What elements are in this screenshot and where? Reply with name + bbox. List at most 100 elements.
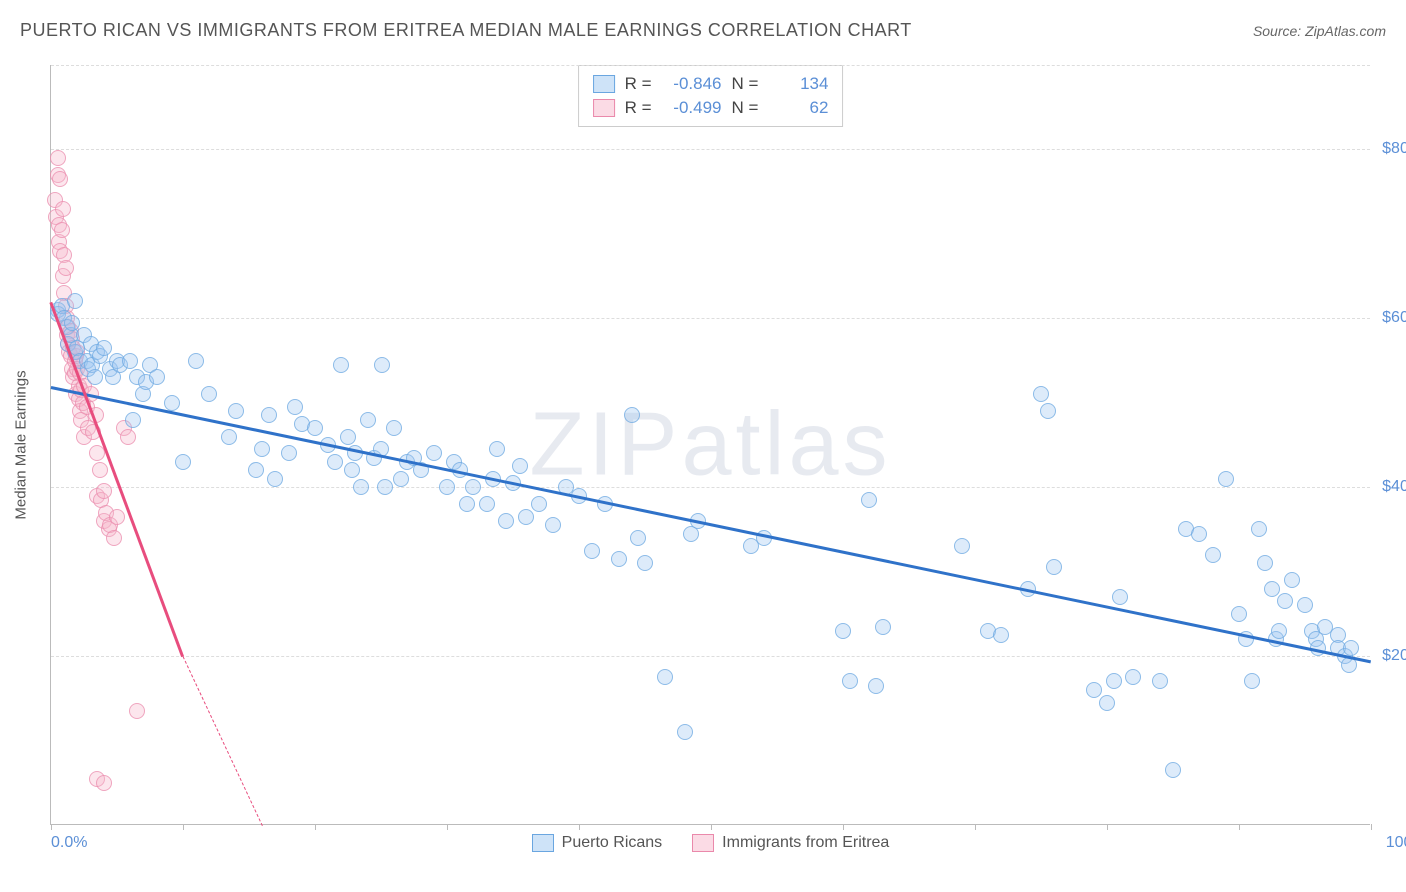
scatter-point-a bbox=[489, 441, 505, 457]
grid-line bbox=[51, 318, 1370, 319]
scatter-point-a bbox=[498, 513, 514, 529]
scatter-point-a bbox=[1152, 673, 1168, 689]
scatter-point-a bbox=[954, 538, 970, 554]
scatter-point-a bbox=[545, 517, 561, 533]
scatter-point-b bbox=[54, 222, 70, 238]
scatter-point-a bbox=[1343, 640, 1359, 656]
source-prefix: Source: bbox=[1253, 23, 1305, 39]
scatter-point-a bbox=[307, 420, 323, 436]
legend-item-b: Immigrants from Eritrea bbox=[692, 834, 889, 852]
scatter-point-a bbox=[164, 395, 180, 411]
swatch-series-b bbox=[593, 99, 615, 117]
scatter-point-a bbox=[228, 403, 244, 419]
swatch-series-a bbox=[532, 834, 554, 852]
scatter-point-a bbox=[835, 623, 851, 639]
chart-title: PUERTO RICAN VS IMMIGRANTS FROM ERITREA … bbox=[20, 20, 912, 41]
scatter-point-a bbox=[518, 509, 534, 525]
scatter-point-a bbox=[254, 441, 270, 457]
grid-line bbox=[51, 65, 1370, 66]
x-tick bbox=[975, 824, 976, 830]
x-tick bbox=[1107, 824, 1108, 830]
x-axis-max-label: 100.0% bbox=[1386, 834, 1406, 852]
scatter-point-a bbox=[426, 445, 442, 461]
scatter-point-a bbox=[1191, 526, 1207, 542]
scatter-point-a bbox=[611, 551, 627, 567]
scatter-point-a bbox=[465, 479, 481, 495]
y-tick-label: $20,000 bbox=[1382, 647, 1406, 665]
scatter-point-a bbox=[1125, 669, 1141, 685]
grid-line bbox=[51, 656, 1370, 657]
scatter-point-b bbox=[129, 703, 145, 719]
scatter-point-b bbox=[106, 530, 122, 546]
scatter-point-a bbox=[1277, 593, 1293, 609]
scatter-point-a bbox=[1244, 673, 1260, 689]
scatter-point-a bbox=[281, 445, 297, 461]
trend-line bbox=[51, 386, 1371, 663]
stats-row-series-a: R = -0.846 N = 134 bbox=[593, 72, 829, 96]
scatter-point-a bbox=[531, 496, 547, 512]
swatch-series-a bbox=[593, 75, 615, 93]
scatter-point-a bbox=[584, 543, 600, 559]
x-tick bbox=[51, 824, 52, 830]
scatter-point-a bbox=[333, 357, 349, 373]
n-value-a: 134 bbox=[768, 74, 828, 94]
plot-area: Median Male Earnings ZIPatlas R = -0.846… bbox=[50, 65, 1370, 825]
scatter-point-a bbox=[386, 420, 402, 436]
scatter-point-b bbox=[92, 462, 108, 478]
scatter-point-a bbox=[340, 429, 356, 445]
chart-source: Source: ZipAtlas.com bbox=[1253, 23, 1386, 39]
scatter-point-a bbox=[1271, 623, 1287, 639]
scatter-point-a bbox=[1040, 403, 1056, 419]
scatter-point-a bbox=[1218, 471, 1234, 487]
scatter-point-a bbox=[1205, 547, 1221, 563]
watermark: ZIPatlas bbox=[529, 393, 891, 496]
x-tick bbox=[447, 824, 448, 830]
scatter-point-a bbox=[1264, 581, 1280, 597]
n-label: N = bbox=[732, 98, 759, 118]
scatter-point-a bbox=[1297, 597, 1313, 613]
scatter-point-a bbox=[360, 412, 376, 428]
scatter-point-a bbox=[993, 627, 1009, 643]
r-label: R = bbox=[625, 74, 652, 94]
r-label: R = bbox=[625, 98, 652, 118]
scatter-point-a bbox=[677, 724, 693, 740]
y-tick-label: $40,000 bbox=[1382, 478, 1406, 496]
scatter-point-b bbox=[52, 171, 68, 187]
scatter-point-b bbox=[96, 483, 112, 499]
scatter-point-a bbox=[1112, 589, 1128, 605]
legend-label-b: Immigrants from Eritrea bbox=[722, 834, 889, 852]
scatter-point-b bbox=[89, 445, 105, 461]
scatter-point-a bbox=[188, 353, 204, 369]
chart-header: PUERTO RICAN VS IMMIGRANTS FROM ERITREA … bbox=[20, 20, 1386, 41]
scatter-point-a bbox=[1106, 673, 1122, 689]
legend-item-a: Puerto Ricans bbox=[532, 834, 663, 852]
scatter-point-a bbox=[861, 492, 877, 508]
scatter-point-a bbox=[87, 369, 103, 385]
x-tick bbox=[1239, 824, 1240, 830]
scatter-point-b bbox=[120, 429, 136, 445]
scatter-point-a bbox=[248, 462, 264, 478]
scatter-point-a bbox=[353, 479, 369, 495]
source-name: ZipAtlas.com bbox=[1305, 23, 1386, 39]
scatter-point-b bbox=[55, 201, 71, 217]
r-value-b: -0.499 bbox=[662, 98, 722, 118]
scatter-point-a bbox=[1086, 682, 1102, 698]
scatter-point-a bbox=[1165, 762, 1181, 778]
trend-line bbox=[183, 656, 263, 825]
grid-line bbox=[51, 149, 1370, 150]
scatter-point-b bbox=[96, 775, 112, 791]
scatter-point-a bbox=[459, 496, 475, 512]
y-axis-label: Median Male Earnings bbox=[13, 370, 30, 519]
scatter-point-a bbox=[261, 407, 277, 423]
scatter-point-a bbox=[393, 471, 409, 487]
scatter-point-a bbox=[149, 369, 165, 385]
scatter-point-a bbox=[64, 315, 80, 331]
scatter-point-a bbox=[175, 454, 191, 470]
x-tick bbox=[579, 824, 580, 830]
scatter-point-a bbox=[344, 462, 360, 478]
scatter-point-a bbox=[1033, 386, 1049, 402]
scatter-point-a bbox=[1251, 521, 1267, 537]
scatter-point-a bbox=[327, 454, 343, 470]
scatter-point-a bbox=[630, 530, 646, 546]
scatter-point-a bbox=[657, 669, 673, 685]
